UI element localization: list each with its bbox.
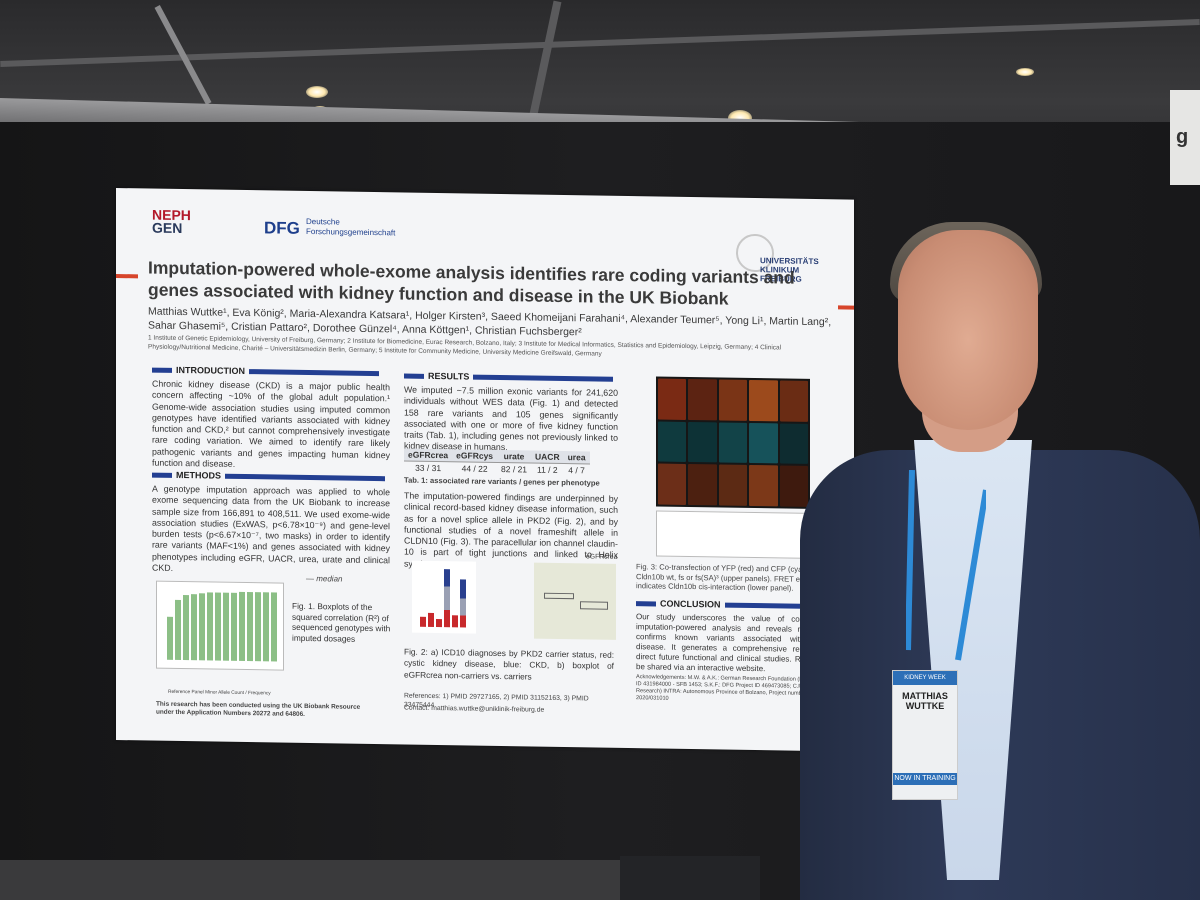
results-text: We imputed ~7.5 million exonic variants …	[404, 384, 618, 453]
introduction-text: Chronic kidney disease (CKD) is a major …	[152, 378, 390, 469]
fig2-caption: Fig. 2: a) ICD10 diagnoses by PKD2 carri…	[404, 646, 614, 682]
fig1-bar	[271, 592, 277, 662]
fig1-xlabel: Reference Panel Minor Allele Count / Fre…	[168, 689, 271, 697]
table-cell: 82 / 21	[501, 464, 528, 475]
table-cell: 33 / 31	[415, 462, 442, 474]
floor	[0, 860, 640, 900]
scientific-poster: NEPH GEN DFG Deutsche Forschungsgemeinsch…	[116, 188, 854, 752]
name-badge: KIDNEY WEEK MATTHIAS WUTTKE NOW IN TRAIN…	[892, 670, 958, 800]
fig1-bar	[263, 592, 269, 662]
table-cell: 11 / 2	[536, 464, 558, 475]
presenter-face	[898, 230, 1038, 430]
fig1-bar	[183, 594, 189, 661]
table-header: urea	[563, 451, 590, 464]
title-accent	[116, 274, 138, 279]
lanyard	[906, 470, 986, 661]
table-header: UACR	[531, 450, 564, 464]
booth-sign: g	[1170, 90, 1200, 185]
title-accent	[838, 305, 854, 310]
fig1-bar	[231, 592, 237, 661]
table-caption: Tab. 1: associated rare variants / genes…	[404, 475, 600, 488]
fig1-bar	[255, 592, 261, 662]
dfg-logo: DFG	[264, 218, 300, 238]
fig1-bar	[199, 593, 205, 661]
fig1-bar	[239, 592, 245, 662]
table-cell: 44 / 22	[461, 463, 488, 474]
poster-title: Imputation-powered whole-exome analysis …	[148, 257, 795, 309]
table-header: eGFRcys	[452, 449, 498, 463]
introduction-heading: INTRODUCTION	[152, 365, 379, 379]
badge-ribbon: NOW IN TRAINING	[893, 773, 957, 785]
fig1-bar	[223, 592, 229, 661]
ukb-note: This research has been conducted using t…	[156, 700, 361, 718]
ceiling-light	[1016, 68, 1034, 76]
fig1-bar	[175, 599, 181, 661]
methods-text: A genotype imputation approach was appli…	[152, 483, 390, 573]
fig1-bar	[167, 616, 173, 660]
fig1-caption: Fig. 1. Boxplots of the squared correlat…	[292, 600, 391, 644]
fig1-bar	[215, 592, 221, 661]
fig1-boxplot-chart	[156, 580, 284, 671]
results-heading: RESULTS	[404, 371, 614, 384]
nephgen-logo: NEPH GEN	[152, 206, 191, 237]
fig2a-stacked-bar-chart	[412, 560, 476, 634]
conclusion-heading: CONCLUSION	[636, 598, 825, 611]
ceiling-beam	[526, 0, 562, 130]
fig3-microscopy-panel	[656, 376, 810, 509]
presenter-body	[800, 400, 1200, 900]
table-cell: 4 / 7	[568, 465, 585, 476]
fig3-fret-dotplot	[656, 510, 812, 559]
fig1-bar	[191, 593, 197, 661]
fig1-bar	[247, 592, 253, 662]
results-table: eGFRcrea eGFRcys urate UACR urea 33 / 31…	[404, 448, 590, 477]
fig2b-label: eGFRcrea	[586, 553, 618, 561]
dfg-logo-text: Deutsche Forschungsgemeinschaft	[306, 216, 396, 238]
badge-name: MATTHIAS WUTTKE	[902, 691, 948, 711]
table-header: eGFRcrea	[404, 448, 453, 462]
fig1-legend: — median	[306, 573, 343, 584]
fig2b-boxplot-chart	[534, 562, 616, 640]
fig1-bar	[207, 592, 213, 661]
legs	[620, 856, 760, 900]
ceiling-light	[306, 86, 328, 98]
table-header: urate	[497, 449, 532, 464]
